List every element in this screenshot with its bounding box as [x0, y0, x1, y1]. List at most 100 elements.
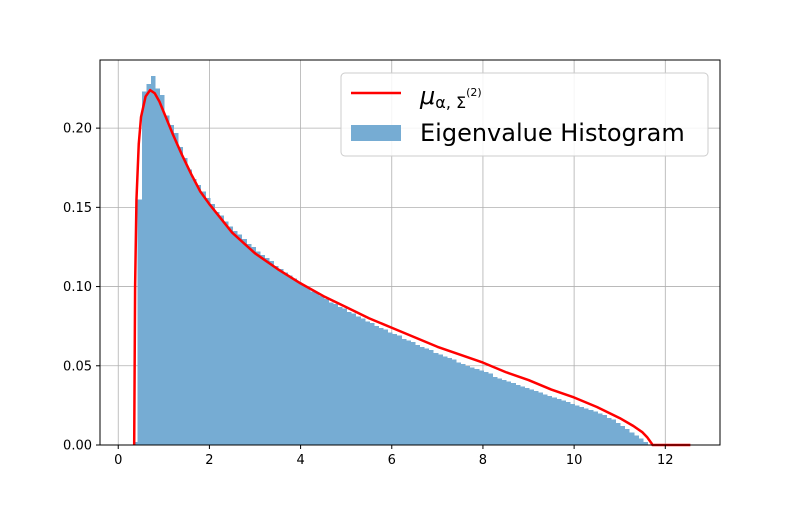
histogram-bar: [593, 411, 598, 445]
histogram-bar: [178, 147, 183, 445]
histogram-bar: [620, 425, 626, 445]
histogram-bar: [242, 239, 247, 445]
histogram-bar: [506, 381, 512, 445]
histogram-bar: [502, 380, 507, 445]
legend: μα, Σ(2) Eigenvalue Histogram: [340, 72, 709, 157]
density-curve-layer: [132, 88, 691, 447]
histogram-bar: [182, 158, 188, 445]
histogram-bar: [515, 384, 521, 445]
histogram-bar: [137, 199, 142, 445]
histogram-bar: [224, 221, 229, 445]
histogram-bar: [342, 308, 348, 445]
histogram-bar: [196, 185, 202, 445]
legend-curve-label: μα, Σ(2): [419, 82, 482, 112]
histogram-bar: [278, 269, 284, 445]
histogram-bar: [379, 327, 384, 445]
histogram-bar: [237, 234, 243, 445]
histogram-bar: [479, 370, 484, 445]
histogram-bar: [470, 367, 475, 445]
histogram-bar: [141, 91, 147, 445]
histogram-bar: [461, 364, 466, 445]
histogram-bar: [210, 204, 215, 445]
y-tick-label: 0.05: [63, 359, 92, 374]
plot-frame: [99, 59, 721, 446]
histogram-bar: [151, 75, 156, 445]
x-tick-label: 6: [388, 453, 396, 468]
legend-curve-symbol: μ: [419, 82, 435, 110]
histogram-bar: [410, 342, 416, 445]
histogram-bar: [319, 296, 325, 445]
legend-curve-subscript: α, Σ: [435, 93, 466, 112]
histogram-bar: [524, 387, 530, 445]
histogram-bar: [543, 394, 548, 445]
histogram-bar: [219, 215, 224, 445]
histogram-bar: [310, 291, 316, 445]
y-tick-label: 0.20: [63, 122, 92, 137]
histogram-bar: [287, 275, 293, 445]
legend-box: [340, 72, 709, 157]
histogram-bar: [369, 323, 375, 445]
histogram-bar: [602, 414, 607, 445]
histogram-bar: [328, 302, 334, 445]
histogram-bar: [388, 332, 393, 445]
x-tick-label: 10: [566, 453, 583, 468]
histogram-bar: [306, 288, 311, 445]
histogram-bar: [474, 368, 480, 445]
histogram-bar: [561, 400, 566, 445]
histogram-bar: [415, 345, 421, 445]
y-tick-label: 0.00: [63, 439, 92, 454]
histogram-bar: [629, 432, 635, 445]
axis-ticks: 0 2 4 6 8 10 12 0.00 0.05 0.10 0.15 0.20: [63, 122, 674, 468]
histogram-bar: [488, 373, 493, 445]
histogram-bar: [534, 391, 539, 445]
histogram-bar: [201, 191, 206, 445]
histogram-bar: [625, 429, 630, 445]
histogram-bar: [383, 329, 389, 445]
histogram-bar: [420, 346, 425, 445]
histogram-bar: [374, 326, 379, 445]
histogram-bar: [351, 313, 357, 445]
legend-curve-superscript: (2): [466, 86, 482, 99]
histogram-bar: [356, 316, 361, 445]
histogram-bar: [579, 406, 585, 445]
histogram-bar: [606, 418, 612, 445]
histogram-bar: [511, 383, 516, 445]
x-tick-label: 12: [657, 453, 674, 468]
histogram-bar: [570, 403, 576, 445]
histogram-bar: [260, 254, 266, 445]
histogram-bars: [132, 75, 648, 446]
histogram-bar: [616, 422, 621, 445]
histogram-bar: [497, 378, 503, 445]
histogram-bar: [638, 438, 644, 445]
histogram-bar: [456, 362, 462, 445]
histogram-bar: [643, 441, 648, 445]
histogram-bar: [146, 83, 152, 445]
x-tick-label: 2: [205, 453, 213, 468]
histogram-bar: [283, 272, 288, 445]
histogram-bar: [406, 340, 411, 445]
histogram-bar: [611, 419, 617, 445]
histogram-bar: [205, 197, 211, 445]
histogram-bar: [634, 435, 639, 445]
histogram-bar: [292, 278, 297, 445]
histogram-bar: [556, 399, 562, 445]
histogram-bar: [447, 357, 452, 445]
histogram-bar: [429, 349, 434, 445]
histogram-bar: [360, 318, 366, 445]
histogram-bar: [365, 321, 370, 445]
histogram-bar: [451, 359, 457, 445]
histogram-bar: [169, 124, 174, 445]
histogram-bar: [164, 115, 170, 446]
histogram-bar: [397, 335, 402, 445]
histogram-bar: [255, 251, 261, 445]
x-tick-label: 8: [479, 453, 487, 468]
histogram-bar: [228, 226, 234, 445]
histogram-bar: [315, 292, 320, 445]
histogram-bar: [155, 88, 161, 445]
histogram-bar: [465, 365, 471, 445]
histogram-bar: [301, 284, 307, 445]
histogram-bar: [588, 410, 594, 445]
density-curve: [132, 88, 691, 447]
